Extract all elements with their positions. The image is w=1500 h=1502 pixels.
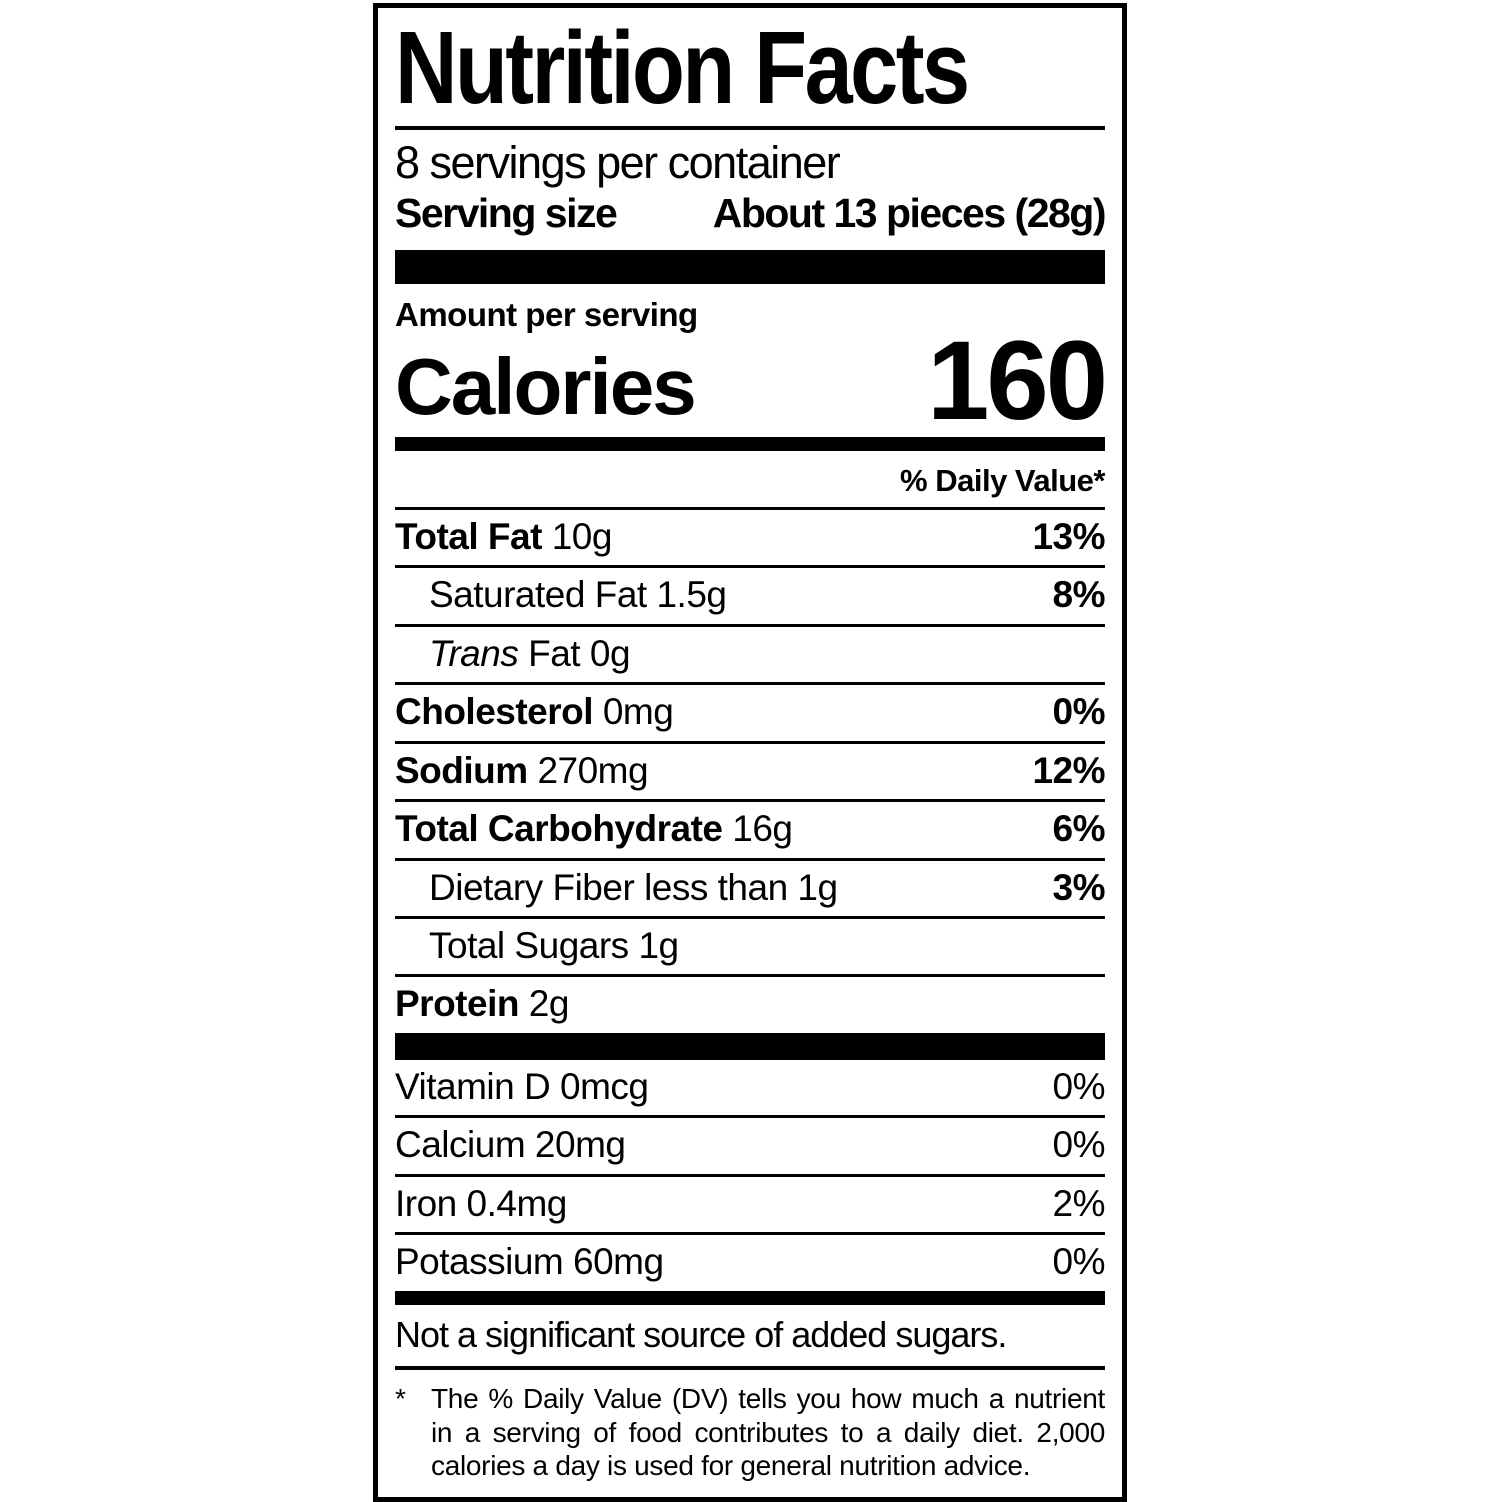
serving-size-row: Serving size About 13 pieces (28g) (395, 188, 1107, 237)
added-sugars-note: Not a significant source of added sugars… (395, 1313, 1007, 1355)
nutrient-name: Total Carbohydrate (395, 808, 723, 850)
calories-row: Calories 160 (395, 318, 1108, 444)
micronutrient-name-amount: Vitamin D 0mcg (395, 1065, 649, 1107)
calories-divider-bar (395, 436, 1105, 451)
micro-note-divider-bar (395, 1290, 1105, 1305)
footnote: * The % Daily Value (DV) tells you how m… (395, 1370, 1105, 1483)
serving-size-label: Serving size (395, 190, 618, 237)
nutrient-amount: 270mg (537, 749, 649, 791)
nutrient-row-saturated-fat: Saturated Fat 1.5g 8% (395, 565, 1106, 623)
micronutrient-name-amount: Iron 0.4mg (395, 1183, 567, 1224)
nutrient-name: Dietary Fiber (429, 866, 635, 908)
nutrient-amount: 10g (551, 515, 613, 557)
micronutrient-amount: 0.4mg (466, 1182, 568, 1224)
nutrient-dv: 3% (1052, 866, 1106, 908)
nutrient-name: Total Sugars (429, 924, 629, 966)
servings-per-container: 8 servings per container (395, 136, 841, 188)
nutrient-amount: 16g (732, 808, 793, 850)
nutrient-dv: 6% (1052, 808, 1106, 850)
nutrient-row-sodium: Sodium 270mg 12% (395, 740, 1105, 799)
nutrient-amount: 0g (589, 632, 631, 674)
section-divider-bar-thick (395, 250, 1105, 285)
nutrient-name-amount: Total Sugars 1g (395, 925, 679, 966)
nutrient-name-amount: Protein 2g (395, 983, 569, 1024)
micronutrient-name: Calcium (395, 1124, 526, 1166)
nutrient-name: Total Fat (395, 515, 542, 557)
label-title: Nutrition Facts (395, 10, 970, 125)
nutrient-row-trans-fat: Trans Fat 0g (395, 623, 1105, 682)
nutrient-amount: 2g (528, 983, 570, 1025)
nutrient-name: Sodium (395, 749, 528, 791)
nutrient-dv: 0% (1052, 691, 1106, 733)
micronutrient-row-potassium: Potassium 60mg 0% (395, 1232, 1106, 1290)
nutrient-name-amount: Total Carbohydrate 16g (395, 808, 793, 850)
micronutrient-row-calcium: Calcium 20mg 0% (395, 1115, 1106, 1173)
nutrient-amount: 1g (638, 924, 679, 966)
title-divider-rule (395, 125, 1105, 130)
micronutrient-dv: 0% (1052, 1065, 1106, 1107)
micronutrient-name-amount: Calcium 20mg (395, 1124, 626, 1166)
micronutrient-name: Vitamin D (395, 1065, 551, 1107)
nutrient-dv: 8% (1052, 574, 1106, 616)
micronutrient-dv: 0% (1052, 1241, 1106, 1283)
nutrient-name-amount: Sodium 270mg (395, 749, 649, 791)
nutrition-facts-label: Nutrition Facts 8 servings per container… (373, 3, 1127, 1502)
nutrient-name: Fat (528, 632, 581, 674)
nutrient-name-amount: Dietary Fiber less than 1g (395, 867, 838, 908)
micronutrient-row-vitamin-d: Vitamin D 0mcg 0% (395, 1060, 1106, 1115)
micronutrient-dv: 2% (1052, 1182, 1106, 1224)
daily-value-header: % Daily Value* (900, 462, 1105, 498)
nutrient-row-total-carbohydrate: Total Carbohydrate 16g 6% (395, 799, 1106, 857)
serving-size-value: About 13 pieces (28g) (712, 190, 1107, 237)
nutrient-dv: 12% (1032, 749, 1105, 791)
nutrient-amount: 1.5g (656, 574, 727, 616)
footnote-asterisk: * (395, 1382, 406, 1414)
amount-per-serving-label: Amount per serving (395, 296, 698, 334)
nutrient-row-dietary-fiber: Dietary Fiber less than 1g 3% (395, 857, 1106, 916)
nutrient-name-amount: Trans Fat 0g (395, 632, 631, 674)
footnote-divider-rule (395, 1365, 1105, 1370)
micronutrient-amount: 60mg (573, 1241, 664, 1283)
nutrient-row-protein: Protein 2g (395, 974, 1105, 1032)
nutrient-row-cholesterol: Cholesterol 0mg 0% (395, 682, 1106, 740)
calories-value: 160 (927, 318, 1108, 444)
micronutrient-dv: 0% (1052, 1124, 1106, 1166)
nutrient-row-total-sugars: Total Sugars 1g (395, 915, 1105, 974)
nutrient-amount: 0mg (602, 691, 674, 733)
nutrient-amount: less than 1g (644, 866, 838, 908)
micronutrient-row-iron: Iron 0.4mg 2% (395, 1173, 1106, 1232)
calories-label: Calories (395, 341, 697, 431)
micronutrient-amount: 20mg (534, 1124, 626, 1166)
nutrient-name-amount: Cholesterol 0mg (395, 691, 674, 733)
micronutrient-amount: 0mcg (560, 1065, 649, 1107)
macro-micro-divider-bar (395, 1032, 1105, 1060)
nutrient-name: Protein (395, 983, 519, 1025)
micronutrient-name: Iron (395, 1182, 457, 1224)
nutrient-dv: 13% (1032, 515, 1105, 557)
nutrient-name: Saturated Fat (429, 574, 647, 616)
nutrient-name-amount: Total Fat 10g (395, 516, 612, 557)
micronutrient-name-amount: Potassium 60mg (395, 1241, 664, 1282)
footnote-text: The % Daily Value (DV) tells you how muc… (431, 1382, 1105, 1482)
nutrient-name-italic: Trans (429, 632, 519, 674)
nutrient-row-total-fat: Total Fat 10g 13% (395, 506, 1105, 565)
nutrient-name-amount: Saturated Fat 1.5g (395, 574, 727, 616)
nutrient-name: Cholesterol (395, 691, 594, 733)
micronutrient-name: Potassium (395, 1241, 564, 1283)
